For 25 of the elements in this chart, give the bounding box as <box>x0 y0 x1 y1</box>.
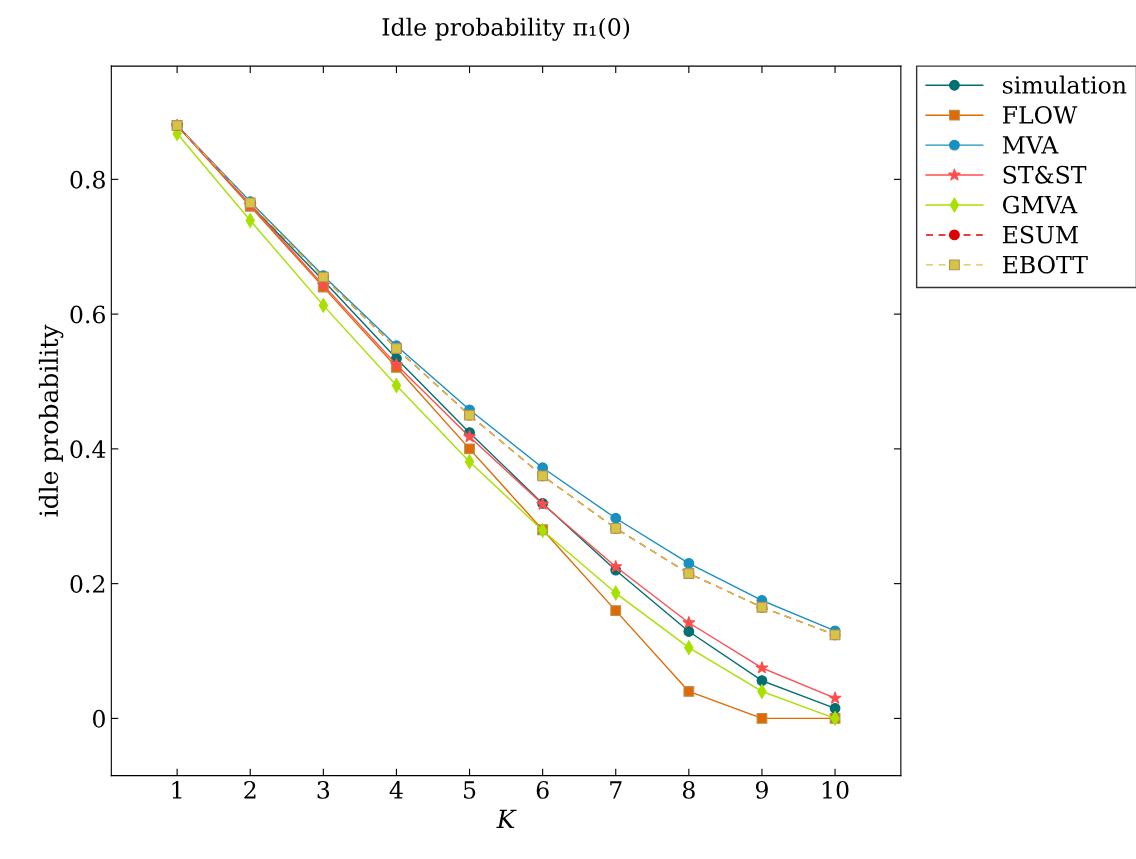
x-tick-label: 7 <box>610 781 622 799</box>
legend-label: GMVA <box>1002 195 1078 214</box>
chart-title: Idle probability π₁(0) <box>382 17 630 41</box>
y-axis-title: idle probability <box>38 324 64 517</box>
x-axis-title: K <box>496 809 517 828</box>
x-tick-label: 8 <box>682 780 695 799</box>
y-tick-label: 0.6 <box>70 305 105 324</box>
legend-label: MVA <box>1002 136 1059 154</box>
x-tick-label: 5 <box>464 781 476 799</box>
legend-label: FLOW <box>1002 105 1078 124</box>
x-tick-label: 3 <box>317 780 330 799</box>
y-tick-label: 0.4 <box>70 440 106 459</box>
y-tick-label: 0.8 <box>70 170 105 189</box>
y-tick-label: 0.2 <box>70 575 105 593</box>
x-tick-label: 2 <box>244 780 256 799</box>
x-tick-label: 1 <box>172 780 182 799</box>
x-tick-label: 9 <box>755 780 768 799</box>
legend-label: EBOTT <box>1002 255 1088 274</box>
legend-label: simulation <box>1002 75 1127 94</box>
legend-label: ESUM <box>1002 225 1078 244</box>
x-tick-label: 6 <box>536 780 549 799</box>
y-tick-label: 0 <box>93 709 105 728</box>
x-tick-label: 4 <box>389 780 403 799</box>
legend-label: ST&ST <box>1003 165 1087 184</box>
x-tick-label: 10 <box>822 780 849 799</box>
